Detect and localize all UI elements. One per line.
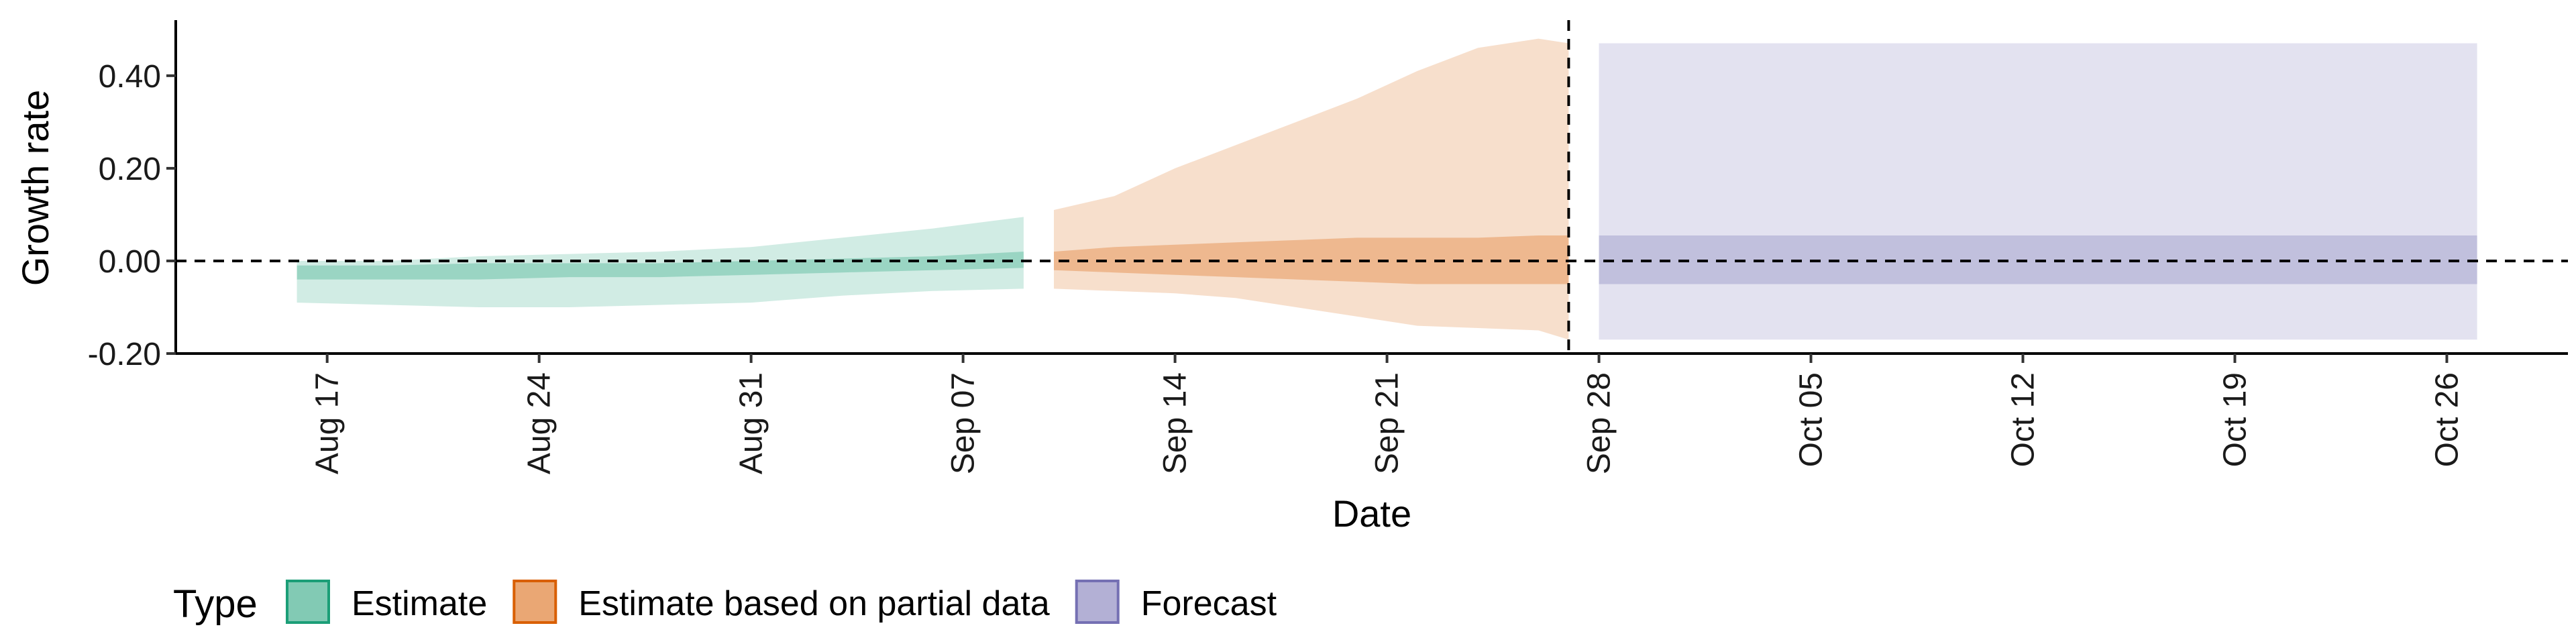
legend-label-forecast: Forecast bbox=[1141, 584, 1277, 623]
y-axis-title: Growth rate bbox=[14, 90, 56, 286]
x-tick-label: Aug 17 bbox=[310, 372, 345, 474]
legend-swatch-forecast bbox=[1075, 580, 1120, 624]
legend-title: Type bbox=[173, 582, 258, 626]
estimate-outer-band bbox=[297, 217, 1024, 307]
axes bbox=[166, 20, 2568, 363]
forecast-outer-band bbox=[1599, 43, 2477, 340]
x-tick-label: Oct 05 bbox=[1794, 372, 1829, 467]
x-tick-label: Oct 12 bbox=[2006, 372, 2041, 467]
legend-swatch-estimate bbox=[286, 580, 330, 624]
x-tick-label: Oct 26 bbox=[2429, 372, 2465, 467]
bands-layer bbox=[297, 38, 2477, 340]
x-tick-label: Sep 14 bbox=[1158, 372, 1193, 474]
x-tick-label: Sep 21 bbox=[1370, 372, 1405, 474]
x-tick-label: Oct 19 bbox=[2218, 372, 2253, 467]
reference-lines bbox=[176, 20, 2568, 354]
x-tick-label: Sep 07 bbox=[946, 372, 981, 474]
x-tick-label: Aug 24 bbox=[522, 372, 557, 474]
legend-label-estimate-based-on-partial-data: Estimate based on partial data bbox=[578, 584, 1050, 623]
y-tick-label: 0.40 bbox=[99, 59, 161, 95]
estimate-based-on-partial-data-outer-band bbox=[1054, 38, 1569, 340]
x-tick-label: Sep 28 bbox=[1582, 372, 1617, 474]
y-tick-label: 0.20 bbox=[99, 152, 161, 187]
legend-swatch-estimate-based-on-partial-data bbox=[513, 580, 557, 624]
x-tick-label: Aug 31 bbox=[734, 372, 769, 474]
tick-labels: -0.20 0.00 0.20 0.40 Aug 17 Aug 24 Aug 31 Sep 0… bbox=[88, 59, 2465, 474]
legend-label-estimate: Estimate bbox=[352, 584, 487, 623]
y-tick-label: -0.20 bbox=[88, 337, 161, 372]
x-axis-title: Date bbox=[1332, 492, 1411, 535]
y-tick-label: 0.00 bbox=[99, 244, 161, 280]
estimate-inner-band bbox=[297, 252, 1024, 280]
legend: Type Estimate Estimate based on partial d… bbox=[173, 580, 1277, 626]
